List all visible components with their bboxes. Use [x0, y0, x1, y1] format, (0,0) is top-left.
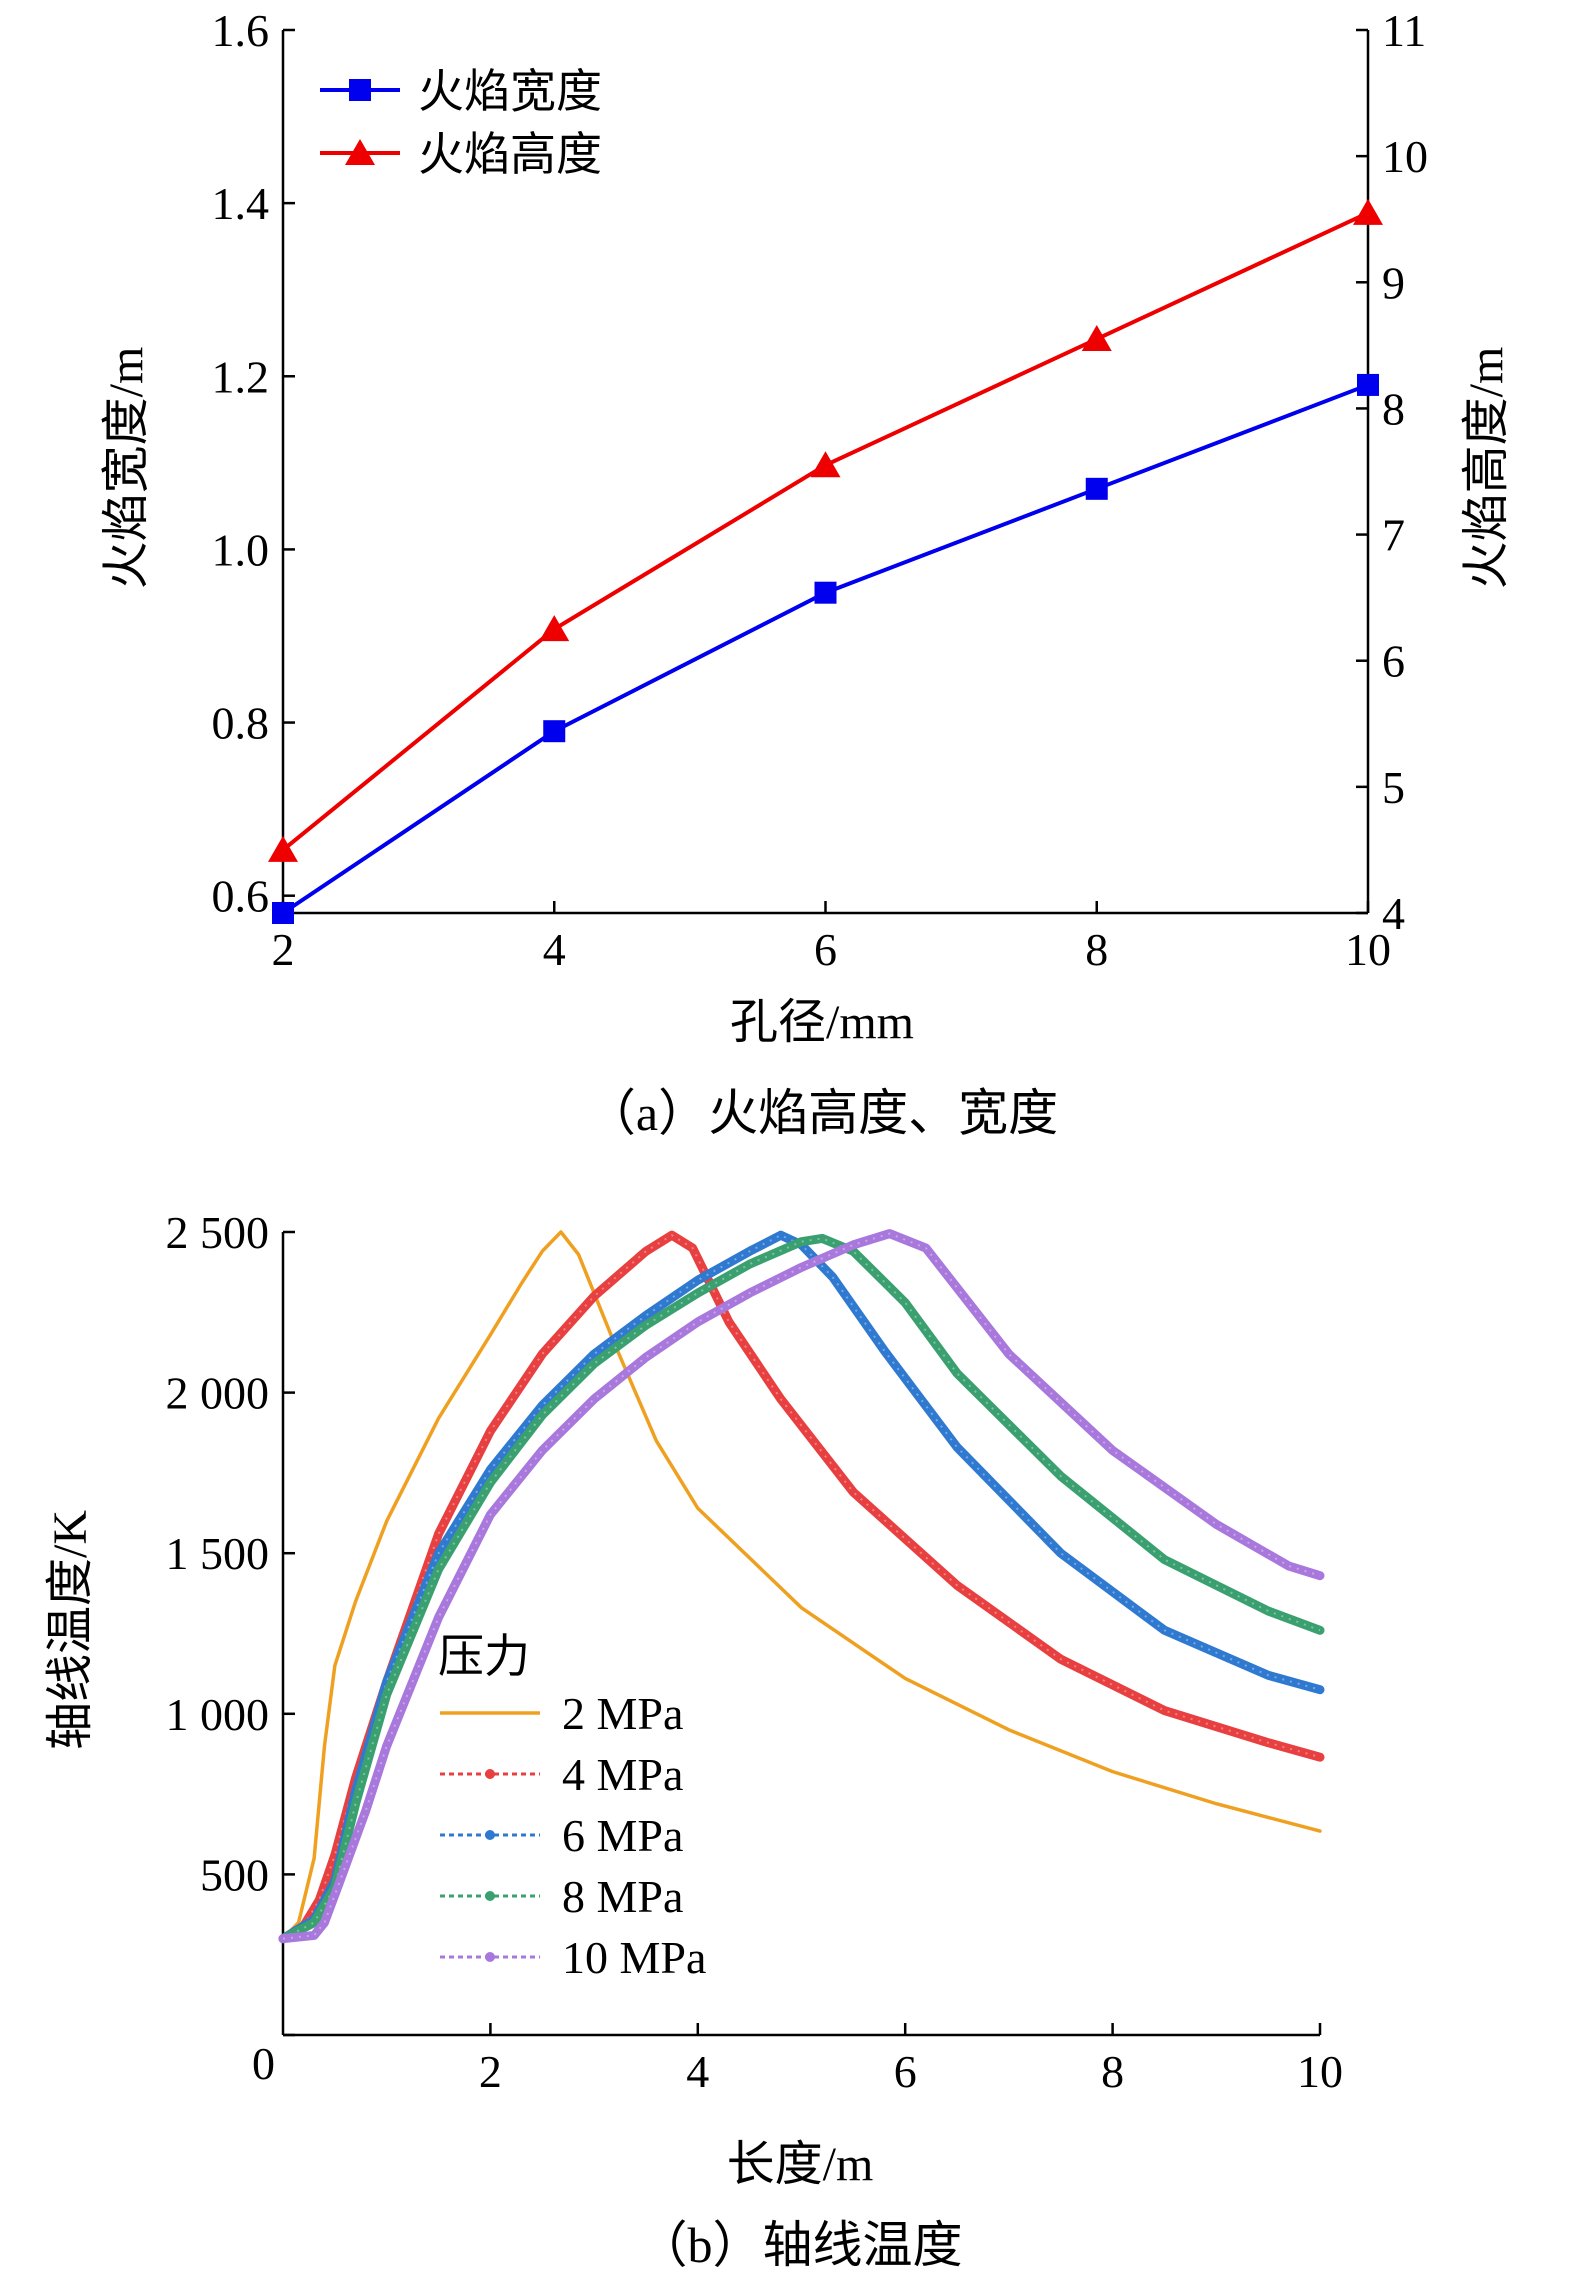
data-point-火焰宽度 — [543, 720, 566, 743]
legend-label-2-mpa: 2 MPa — [562, 1688, 683, 1739]
chart-b-x-tick-label: 2 — [479, 2046, 502, 2097]
chart-a-left-y-tick-label: 1.2 — [212, 351, 270, 402]
legend-label-火焰高度: 火焰高度 — [418, 129, 602, 180]
chart-a-left-y-tick-label: 1.0 — [212, 524, 270, 575]
legend-marker-火焰高度 — [345, 139, 375, 165]
chart-a-right-y-tick-label: 6 — [1382, 636, 1405, 687]
chart-b-legend: 压力 2 MPa 4 MPa 6 MPa 8 MPa 10 MPa — [438, 1631, 706, 1983]
chart-a-right-y-tick-label: 5 — [1382, 762, 1405, 813]
chart-a-left-y-axis-label: 火焰宽度/m — [100, 347, 153, 590]
chart-a-caption: （a）火焰高度、宽度 — [586, 1085, 1058, 1141]
chart-a-flame-size: 2 4 6 8 10 0.6 0.8 1.0 1.2 1.4 1.6 4 5 6 7 8 9 10 11 火焰宽度火… — [100, 5, 1513, 1141]
data-point-火焰高度 — [268, 835, 298, 862]
chart-b-y-axis-label: 轴线温度/K — [44, 1510, 97, 1750]
legend-label-8-mpa: 8 MPa — [562, 1871, 683, 1922]
data-point-火焰宽度 — [272, 902, 294, 924]
chart-b-y-tick-label: 2 500 — [166, 1207, 270, 1258]
chart-a-left-y-tick-label: 0.8 — [212, 698, 270, 749]
chart-b-x-tick-label: 10 — [1297, 2046, 1343, 2097]
chart-a-right-y-tick-label: 4 — [1382, 888, 1405, 939]
series-line-4-mpa — [278, 1230, 1325, 1944]
data-point-火焰高度 — [539, 615, 570, 642]
chart-b-x-axis-label: 长度/m — [727, 2138, 874, 2191]
chart-b-y-tick-label: 1 500 — [166, 1528, 270, 1579]
series-texture-10-mpa — [282, 1232, 1321, 1940]
legend-marker-8-mpa — [485, 1891, 495, 1901]
chart-a-left-y-tick-label: 1.4 — [212, 178, 270, 229]
legend-marker-10-mpa — [485, 1952, 495, 1962]
data-point-火焰高度 — [810, 451, 841, 478]
chart-b-ticks: 2 4 6 8 10 0 500 1 000 1 500 2 000 2 500 — [166, 1207, 1344, 2097]
chart-b-y-tick-label: 1 000 — [166, 1689, 270, 1740]
chart-a-right-y-tick-label: 7 — [1382, 510, 1405, 561]
chart-a-x-tick-label: 4 — [543, 924, 566, 975]
legend-label-6-mpa: 6 MPa — [562, 1810, 683, 1861]
chart-b-x-tick-label: 8 — [1101, 2046, 1124, 2097]
legend-marker-4-mpa — [485, 1769, 495, 1779]
data-point-火焰宽度 — [1357, 373, 1379, 396]
data-point-火焰宽度 — [1085, 477, 1108, 500]
chart-a-right-y-tick-label: 10 — [1382, 131, 1428, 182]
chart-a-x-tick-label: 6 — [814, 924, 837, 975]
chart-a-x-tick-label: 10 — [1345, 924, 1391, 975]
chart-b-x-tick-label: 6 — [894, 2046, 917, 2097]
chart-a-right-y-axis-label: 火焰高度/m — [1460, 347, 1513, 590]
data-point-火焰高度 — [1353, 198, 1383, 225]
chart-b-series — [278, 1229, 1325, 1944]
data-point-火焰高度 — [1081, 325, 1112, 352]
chart-b-axes — [281, 1232, 1320, 2037]
series-line-2-mpa — [281, 1230, 1322, 1941]
chart-a-series — [268, 198, 1383, 924]
chart-a-x-axis-label: 孔径/mm — [730, 996, 914, 1049]
legend-marker-火焰宽度 — [349, 79, 371, 101]
data-point-火焰宽度 — [814, 581, 837, 604]
legend-label-火焰宽度: 火焰宽度 — [418, 66, 602, 117]
chart-a-x-tick-label: 2 — [272, 924, 295, 975]
chart-a-right-y-tick-label: 8 — [1382, 383, 1405, 434]
chart-b-legend-title: 压力 — [438, 1631, 530, 1682]
chart-a-right-y-tick-label: 11 — [1382, 5, 1426, 56]
chart-b-x-tick-label: 4 — [686, 2046, 709, 2097]
chart-b-y-tick-label: 500 — [200, 1849, 269, 1900]
series-line-8-mpa — [278, 1233, 1325, 1944]
series-texture-8-mpa — [282, 1237, 1321, 1940]
chart-b-axial-temperature: 2 4 6 8 10 0 500 1 000 1 500 2 000 2 500 压力 2 MPa 4… — [44, 1207, 1343, 2273]
chart-a-ticks: 2 4 6 8 10 0.6 0.8 1.0 1.2 1.4 1.6 4 5 6 7 8 9 10 11 — [212, 5, 1429, 975]
chart-a-x-tick-label: 8 — [1085, 924, 1108, 975]
series-line-10-mpa — [278, 1229, 1325, 1944]
chart-b-y-tick-label: 0 — [252, 2038, 275, 2089]
legend-label-4-mpa: 4 MPa — [562, 1749, 683, 1800]
legend-label-10-mpa: 10 MPa — [562, 1932, 706, 1983]
chart-a-right-y-tick-label: 9 — [1382, 257, 1405, 308]
chart-a-left-y-tick-label: 1.6 — [212, 5, 270, 56]
chart-b-caption: （b）轴线温度 — [638, 2217, 963, 2273]
chart-b-y-tick-label: 2 000 — [166, 1368, 270, 1419]
series-texture-4-mpa — [282, 1234, 1321, 1940]
chart-a-left-y-tick-label: 0.6 — [212, 871, 270, 922]
legend-marker-6-mpa — [485, 1830, 495, 1840]
